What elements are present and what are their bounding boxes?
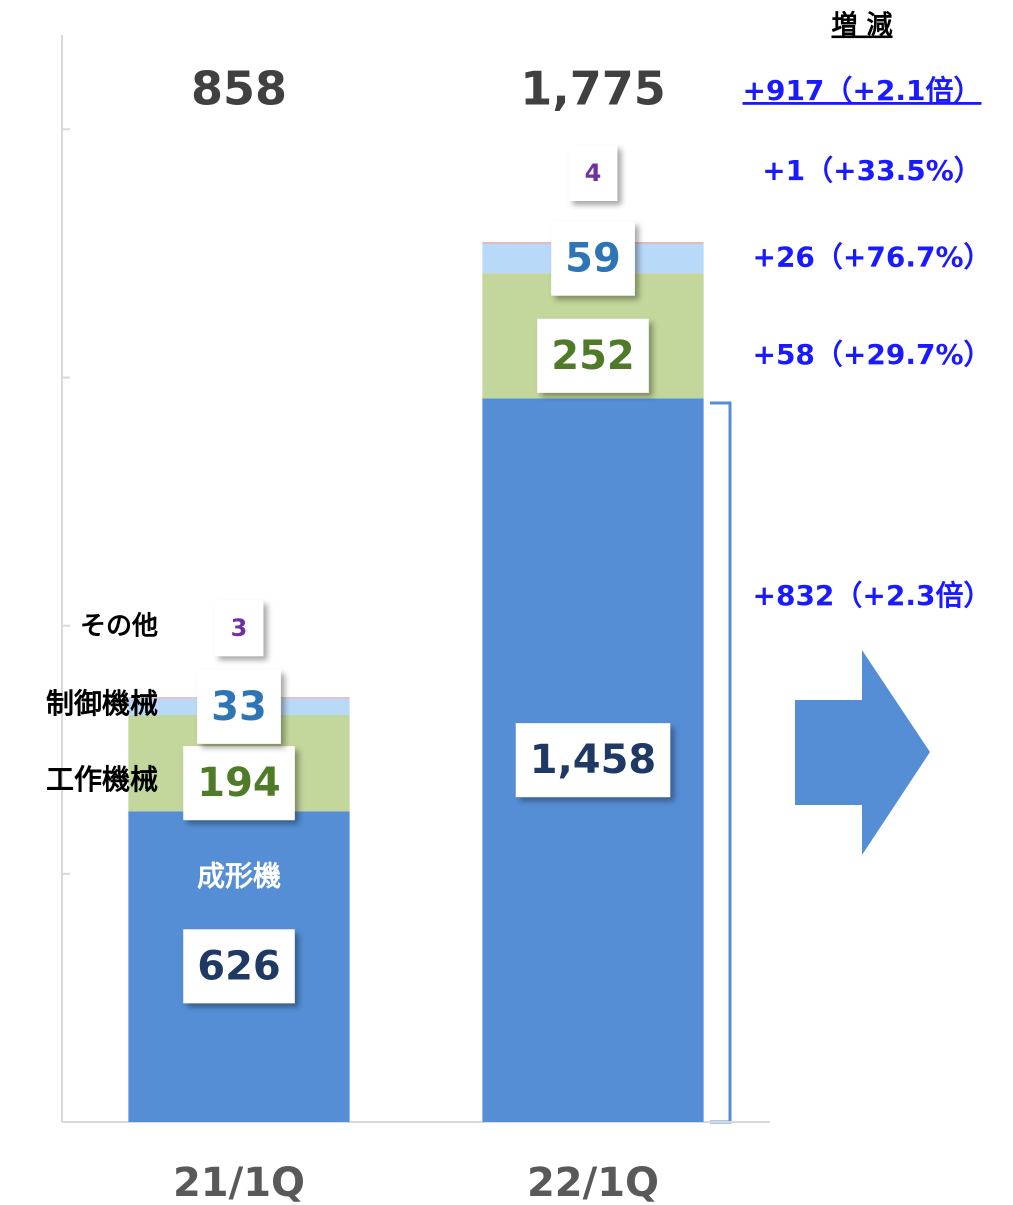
change-label: +58（+29.7%） bbox=[752, 338, 991, 371]
series-name: 工作機械 bbox=[46, 763, 158, 796]
x-tick-label: 22/1Q bbox=[527, 1160, 659, 1205]
label-box bbox=[537, 318, 649, 393]
arrow bbox=[795, 650, 930, 855]
value-label: 194 bbox=[197, 760, 281, 806]
value-label: 252 bbox=[551, 333, 635, 379]
value-label: 3 bbox=[231, 614, 248, 642]
series-name: その他 bbox=[80, 612, 158, 642]
label-box bbox=[214, 600, 264, 657]
series-name: 成形機 bbox=[197, 859, 281, 892]
label-box bbox=[551, 221, 635, 296]
total-change: +917（+2.1倍） bbox=[743, 74, 982, 107]
bracket bbox=[710, 401, 732, 1124]
series-name: 制御機械 bbox=[46, 687, 158, 720]
label-box bbox=[515, 723, 671, 798]
value-label: 626 bbox=[197, 943, 281, 989]
label-box bbox=[197, 669, 281, 744]
change-header: 増 減 bbox=[831, 11, 892, 41]
x-tick-label: 21/1Q bbox=[173, 1160, 305, 1205]
value-label: 4 bbox=[585, 159, 602, 187]
total-label: 858 bbox=[191, 62, 287, 116]
value-label: 1,458 bbox=[530, 737, 657, 783]
total-label: 1,775 bbox=[520, 62, 666, 116]
label-box bbox=[183, 746, 295, 821]
change-label: +832（+2.3倍） bbox=[753, 579, 992, 612]
change-label: +26（+76.7%） bbox=[752, 241, 991, 274]
value-label: 59 bbox=[565, 236, 621, 282]
label-box bbox=[568, 144, 618, 201]
change-label: +1（+33.5%） bbox=[762, 154, 982, 187]
label-box bbox=[183, 929, 295, 1004]
value-label: 33 bbox=[211, 684, 267, 730]
